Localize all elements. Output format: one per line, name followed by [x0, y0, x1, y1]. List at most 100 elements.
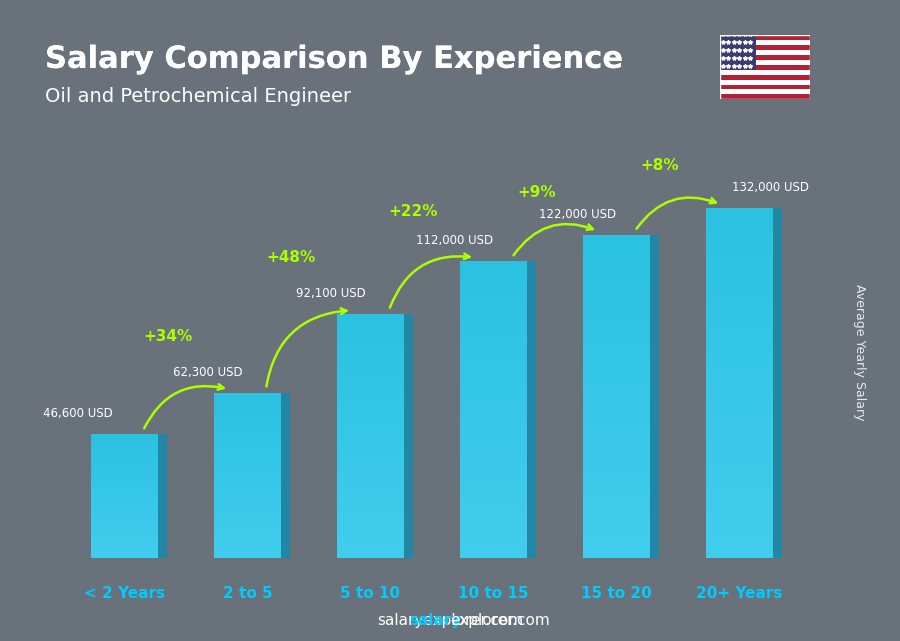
Bar [337, 395, 404, 412]
Bar [91, 467, 158, 476]
Bar [460, 439, 527, 459]
Bar [706, 535, 773, 558]
Bar [91, 517, 158, 525]
Bar [720, 65, 810, 70]
Text: 20+ Years: 20+ Years [697, 586, 783, 601]
Bar [582, 493, 651, 515]
Bar [720, 35, 810, 40]
Bar [706, 511, 773, 535]
Bar [91, 533, 158, 541]
Text: 5 to 10: 5 to 10 [340, 586, 400, 601]
Bar [460, 261, 527, 281]
Bar [582, 472, 651, 493]
Bar [720, 79, 810, 85]
Bar [720, 75, 810, 79]
Text: +48%: +48% [266, 250, 315, 265]
Bar [582, 428, 651, 450]
Text: salary: salary [410, 613, 462, 628]
Bar [582, 536, 651, 558]
Bar [460, 459, 527, 479]
Bar [460, 360, 527, 379]
Bar [213, 447, 282, 459]
Bar [720, 45, 810, 50]
Bar [213, 404, 282, 415]
Bar [91, 459, 158, 467]
Bar [337, 379, 404, 395]
Bar [706, 278, 773, 301]
Bar [337, 313, 404, 330]
Bar [213, 393, 282, 404]
Bar [91, 549, 158, 558]
Text: +8%: +8% [640, 158, 679, 173]
Bar [582, 515, 651, 536]
Bar [337, 493, 404, 509]
Bar [337, 444, 404, 460]
Text: 112,000 USD: 112,000 USD [416, 234, 492, 247]
Bar [460, 281, 527, 301]
Bar [706, 231, 773, 254]
Polygon shape [404, 313, 413, 558]
Bar [213, 459, 282, 470]
Text: Oil and Petrochemical Engineer: Oil and Petrochemical Engineer [45, 87, 351, 106]
Bar [213, 503, 282, 513]
Text: +9%: +9% [518, 185, 556, 199]
Bar [706, 465, 773, 488]
Bar [213, 470, 282, 481]
Bar [337, 542, 404, 558]
Bar [706, 418, 773, 441]
Bar [720, 90, 810, 94]
Bar [720, 60, 810, 65]
Text: salaryexplorer.com: salaryexplorer.com [377, 613, 523, 628]
Bar [582, 364, 651, 385]
Bar [213, 481, 282, 492]
Bar [582, 407, 651, 428]
Text: explorer.com: explorer.com [450, 613, 550, 628]
Bar [460, 518, 527, 538]
Text: < 2 Years: < 2 Years [84, 586, 165, 601]
Bar [337, 346, 404, 363]
Bar [337, 460, 404, 476]
Bar [213, 513, 282, 525]
Bar [213, 492, 282, 503]
Bar [720, 85, 810, 90]
Text: 132,000 USD: 132,000 USD [732, 181, 809, 194]
Bar [720, 70, 810, 75]
Bar [582, 299, 651, 320]
Bar [91, 500, 158, 508]
Bar [91, 483, 158, 492]
Bar [460, 320, 527, 340]
Bar [91, 492, 158, 500]
Bar [720, 55, 810, 60]
Bar [706, 208, 773, 231]
Bar [720, 35, 756, 70]
Bar [91, 451, 158, 459]
Text: +22%: +22% [389, 204, 438, 219]
Bar [337, 476, 404, 493]
Bar [720, 94, 810, 99]
Polygon shape [651, 235, 659, 558]
Bar [706, 324, 773, 348]
Bar [337, 363, 404, 379]
Bar [706, 348, 773, 371]
Bar [213, 437, 282, 447]
Bar [460, 419, 527, 439]
Bar [91, 434, 158, 442]
Polygon shape [282, 393, 290, 558]
Text: Salary Comparison By Experience: Salary Comparison By Experience [45, 45, 621, 74]
Text: 122,000 USD: 122,000 USD [538, 208, 616, 221]
Bar [706, 488, 773, 511]
Bar [91, 525, 158, 533]
Bar [91, 541, 158, 549]
Text: 46,600 USD: 46,600 USD [43, 407, 112, 420]
Bar [91, 442, 158, 451]
Bar [213, 426, 282, 437]
FancyBboxPatch shape [706, 208, 773, 558]
Bar [460, 479, 527, 498]
Bar [213, 536, 282, 547]
Bar [582, 320, 651, 342]
Bar [706, 441, 773, 465]
Bar [91, 508, 158, 517]
Bar [582, 278, 651, 299]
Bar [460, 379, 527, 399]
Bar [213, 415, 282, 426]
